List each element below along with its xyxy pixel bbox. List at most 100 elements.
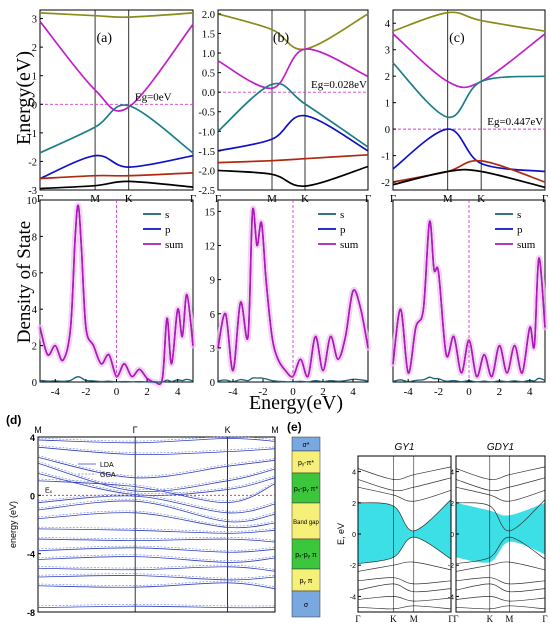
y-tick-label: 1.0 (202, 49, 215, 60)
band-line-1 (217, 13, 369, 51)
panel-e: (e) σ* pᵧ-π* pₓ-pᵧ π* Band gap pₓ-pᵧ π pᵧ π σ (287, 420, 321, 618)
band-line-6 (39, 180, 194, 190)
band-line-lda-3 (37, 457, 276, 479)
x-tick-label: 4 (175, 386, 181, 398)
band-gap-label: Eg=0eV (135, 91, 172, 103)
band-line-lda-17 (37, 605, 276, 609)
x-tick-label: -4 (404, 386, 414, 398)
x-tick-label: -2 (258, 386, 267, 398)
fermi-label: Eₓ (45, 487, 53, 494)
band-line-gga-1 (37, 436, 276, 442)
band-line-6 (455, 561, 546, 572)
legend-label-s: s (165, 209, 169, 221)
legend-label-sum: sum (165, 239, 184, 251)
band-line-lda-14 (37, 566, 276, 572)
y-tick-label: 8 (32, 232, 37, 243)
band-gap-label: Eg=0.028eV (311, 79, 367, 91)
band-line-6 (392, 168, 546, 189)
y-tick-label: 0 (352, 532, 356, 539)
band-line-gga-13 (37, 554, 276, 562)
kpoint-label: M (34, 425, 42, 435)
y-tick-label: 0 (450, 532, 454, 539)
band-line-4 (392, 128, 546, 173)
band-line-3 (39, 104, 194, 154)
band-line-3 (392, 62, 546, 119)
panel-gdy: 4 2 0 -2 -4 Γ K M Γ GDY1 (448, 442, 548, 623)
y-tick-label: 10 (27, 196, 38, 207)
level-label-4: Band gap (293, 520, 319, 526)
level-label-6: pᵧ π (300, 578, 313, 585)
x-tick-label: -2 (434, 386, 443, 398)
kpoint-label: K (477, 193, 485, 205)
panel-gy: 4 2 0 -2 -4 Γ K M Γ GY1 E, eV (336, 442, 454, 623)
kpoint-label: Γ (365, 193, 371, 205)
band-line-gga-4 (37, 461, 276, 491)
panel-frame (39, 9, 194, 191)
y-tick-label: 2 (450, 501, 454, 508)
y-tick-label: 0.0 (202, 88, 215, 99)
y-tick-label: -3 (28, 186, 37, 197)
gap-fill-area (456, 502, 545, 563)
y-tick-label: -2.0 (198, 166, 215, 177)
band-line-lda-10 (37, 528, 276, 534)
x-tick-label: 0 (114, 386, 120, 398)
y-tick-label: 0 (385, 125, 390, 136)
dos-panel-b: -4 -2 0 2 4 15 12 9 6 3 0 sp sum (205, 199, 371, 398)
band-line-gga-11 (37, 536, 276, 541)
kpoint-label: Γ (190, 193, 196, 205)
band-line-3 (217, 82, 369, 148)
x-tick-label: 2 (497, 386, 503, 398)
band-line-lda-16 (37, 582, 276, 590)
band-line-lda-6 (37, 480, 276, 504)
level-label-3: pₓ-pᵧ π* (294, 486, 318, 493)
band-line-3 (357, 486, 452, 502)
band-line-9 (357, 596, 452, 602)
y-tick-label: -2 (28, 157, 37, 168)
panel-frame (217, 9, 369, 191)
y-tick-label: 2 (352, 501, 356, 508)
x-tick-label: 0 (466, 386, 472, 398)
band-line-5 (357, 536, 452, 564)
band-line-8 (357, 583, 452, 593)
band-line-gga-9 (37, 510, 276, 527)
gap-fill-area (358, 499, 451, 564)
band-line-lda-4 (37, 462, 276, 492)
band-line-10 (455, 605, 546, 610)
kpoint-label: Γ (355, 614, 360, 623)
band-panel-b: 2.01.51.00.50.0-0.5-1.0-1.5-2.0-2.5Γ M K Γ(… (198, 9, 371, 205)
panel-title: GY1 (394, 442, 414, 453)
kpoint-label: K (125, 193, 133, 205)
y-tick-label: -0.5 (198, 108, 215, 119)
y-tick-label: -1 (28, 129, 37, 140)
legend-label-s: s (340, 209, 344, 221)
x-tick-label: 2 (144, 386, 150, 398)
kpoint-label: K (301, 193, 309, 205)
kpoint-label: M (90, 193, 100, 205)
band-y-axis-label: Energy(eV) (13, 51, 35, 145)
band-line-5 (455, 536, 546, 564)
x-tick-label: -2 (81, 386, 90, 398)
band-line-2 (357, 477, 452, 492)
band-line-gga-10 (37, 526, 276, 532)
y-tick-label: 0 (32, 100, 37, 111)
band-line-9 (455, 596, 546, 602)
kpoint-label: Γ (215, 193, 221, 205)
kpoint-label: K (225, 425, 231, 435)
y-tick-label: -4 (350, 594, 356, 601)
band-line-lda-2 (37, 446, 276, 456)
y-tick-label: 0 (210, 378, 215, 389)
y-tick-label: 6 (32, 269, 37, 280)
y-tick-label: 2.0 (202, 10, 215, 21)
band-line-5 (39, 172, 194, 180)
y-tick-label: 3 (32, 15, 37, 26)
kpoint-label: Γ (542, 193, 548, 205)
kpoint-label: Γ (390, 193, 396, 205)
y-tick-label: -2 (350, 563, 356, 570)
band-line-lda-15 (37, 575, 276, 581)
dos-y-axis-label: Density of State (14, 221, 35, 343)
kpoint-label: K (390, 614, 397, 623)
band-line-7 (357, 577, 452, 585)
y-tick-label: -4 (27, 550, 35, 560)
panel-label: (a) (96, 31, 112, 46)
